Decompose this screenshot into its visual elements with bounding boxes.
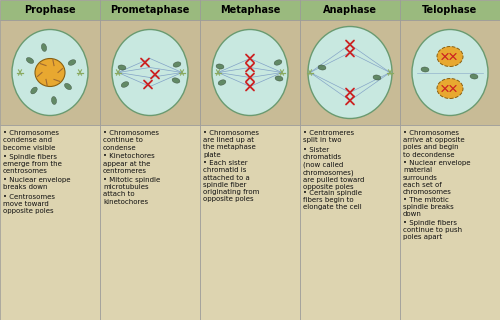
Text: • Chromosomes
arrive at opposite
poles and begin
to decondense: • Chromosomes arrive at opposite poles a… [403,130,464,158]
Ellipse shape [68,60,76,65]
FancyBboxPatch shape [0,125,100,320]
Ellipse shape [274,60,282,65]
Ellipse shape [31,87,37,94]
FancyBboxPatch shape [300,0,400,20]
Text: • Mitotic spindle
microtubules
attach to
kinetochores: • Mitotic spindle microtubules attach to… [103,177,160,205]
Text: • Spindle fibers
continue to push
poles apart: • Spindle fibers continue to push poles … [403,220,462,241]
Text: • Nuclear envelope
breaks down: • Nuclear envelope breaks down [3,177,70,190]
Ellipse shape [318,65,326,70]
Ellipse shape [42,44,46,52]
FancyBboxPatch shape [400,125,500,320]
Text: • Centrosomes
move toward
opposite poles: • Centrosomes move toward opposite poles [3,194,55,214]
FancyBboxPatch shape [300,125,400,320]
FancyBboxPatch shape [300,20,400,125]
Ellipse shape [12,29,88,116]
FancyBboxPatch shape [400,0,500,20]
Text: Telophase: Telophase [422,5,478,15]
Ellipse shape [118,65,126,70]
Ellipse shape [275,76,283,81]
Text: • Chromosomes
condense and
become visible: • Chromosomes condense and become visibl… [3,130,59,150]
Ellipse shape [35,59,65,86]
Ellipse shape [218,80,226,85]
Ellipse shape [308,27,392,118]
Ellipse shape [373,75,381,80]
Ellipse shape [121,82,129,87]
Ellipse shape [112,29,188,116]
FancyBboxPatch shape [100,125,200,320]
Text: • Nuclear envelope
material
surrounds
each set of
chromosomes: • Nuclear envelope material surrounds ea… [403,160,470,195]
Text: • Each sister
chromatid is
attached to a
spindle fiber
originating from
opposite: • Each sister chromatid is attached to a… [203,160,260,202]
Ellipse shape [52,97,57,104]
Text: • Kinetochores
appear at the
centromeres: • Kinetochores appear at the centromeres [103,154,155,174]
Ellipse shape [216,64,224,69]
FancyBboxPatch shape [0,0,100,20]
Text: • Centromeres
split in two: • Centromeres split in two [303,130,354,143]
Ellipse shape [412,29,488,116]
Text: • Spindle fibers
emerge from the
centrosomes: • Spindle fibers emerge from the centros… [3,154,62,174]
Ellipse shape [173,62,181,67]
Text: • Certain spindle
fibers begin to
elongate the cell: • Certain spindle fibers begin to elonga… [303,190,362,211]
Ellipse shape [212,29,288,116]
FancyBboxPatch shape [200,125,300,320]
Text: • Chromosomes
are lined up at
the metaphase
plate: • Chromosomes are lined up at the metaph… [203,130,259,158]
Text: Prometaphase: Prometaphase [110,5,190,15]
Text: • The mitotic
spindle breaks
down: • The mitotic spindle breaks down [403,196,454,217]
Ellipse shape [64,83,71,90]
Ellipse shape [26,58,34,63]
Text: Anaphase: Anaphase [323,5,377,15]
Ellipse shape [437,78,463,99]
Text: • Sister
chromatids
(now called
chromosomes)
are pulled toward
opposite poles: • Sister chromatids (now called chromoso… [303,147,364,190]
Text: Prophase: Prophase [24,5,76,15]
FancyBboxPatch shape [100,0,200,20]
FancyBboxPatch shape [0,20,100,125]
Ellipse shape [470,74,478,79]
FancyBboxPatch shape [100,20,200,125]
FancyBboxPatch shape [400,20,500,125]
FancyBboxPatch shape [200,0,300,20]
Ellipse shape [437,46,463,67]
Ellipse shape [172,78,180,83]
Text: • Chromosomes
continue to
condense: • Chromosomes continue to condense [103,130,159,150]
Ellipse shape [421,67,429,72]
FancyBboxPatch shape [200,20,300,125]
Text: Metaphase: Metaphase [220,5,280,15]
